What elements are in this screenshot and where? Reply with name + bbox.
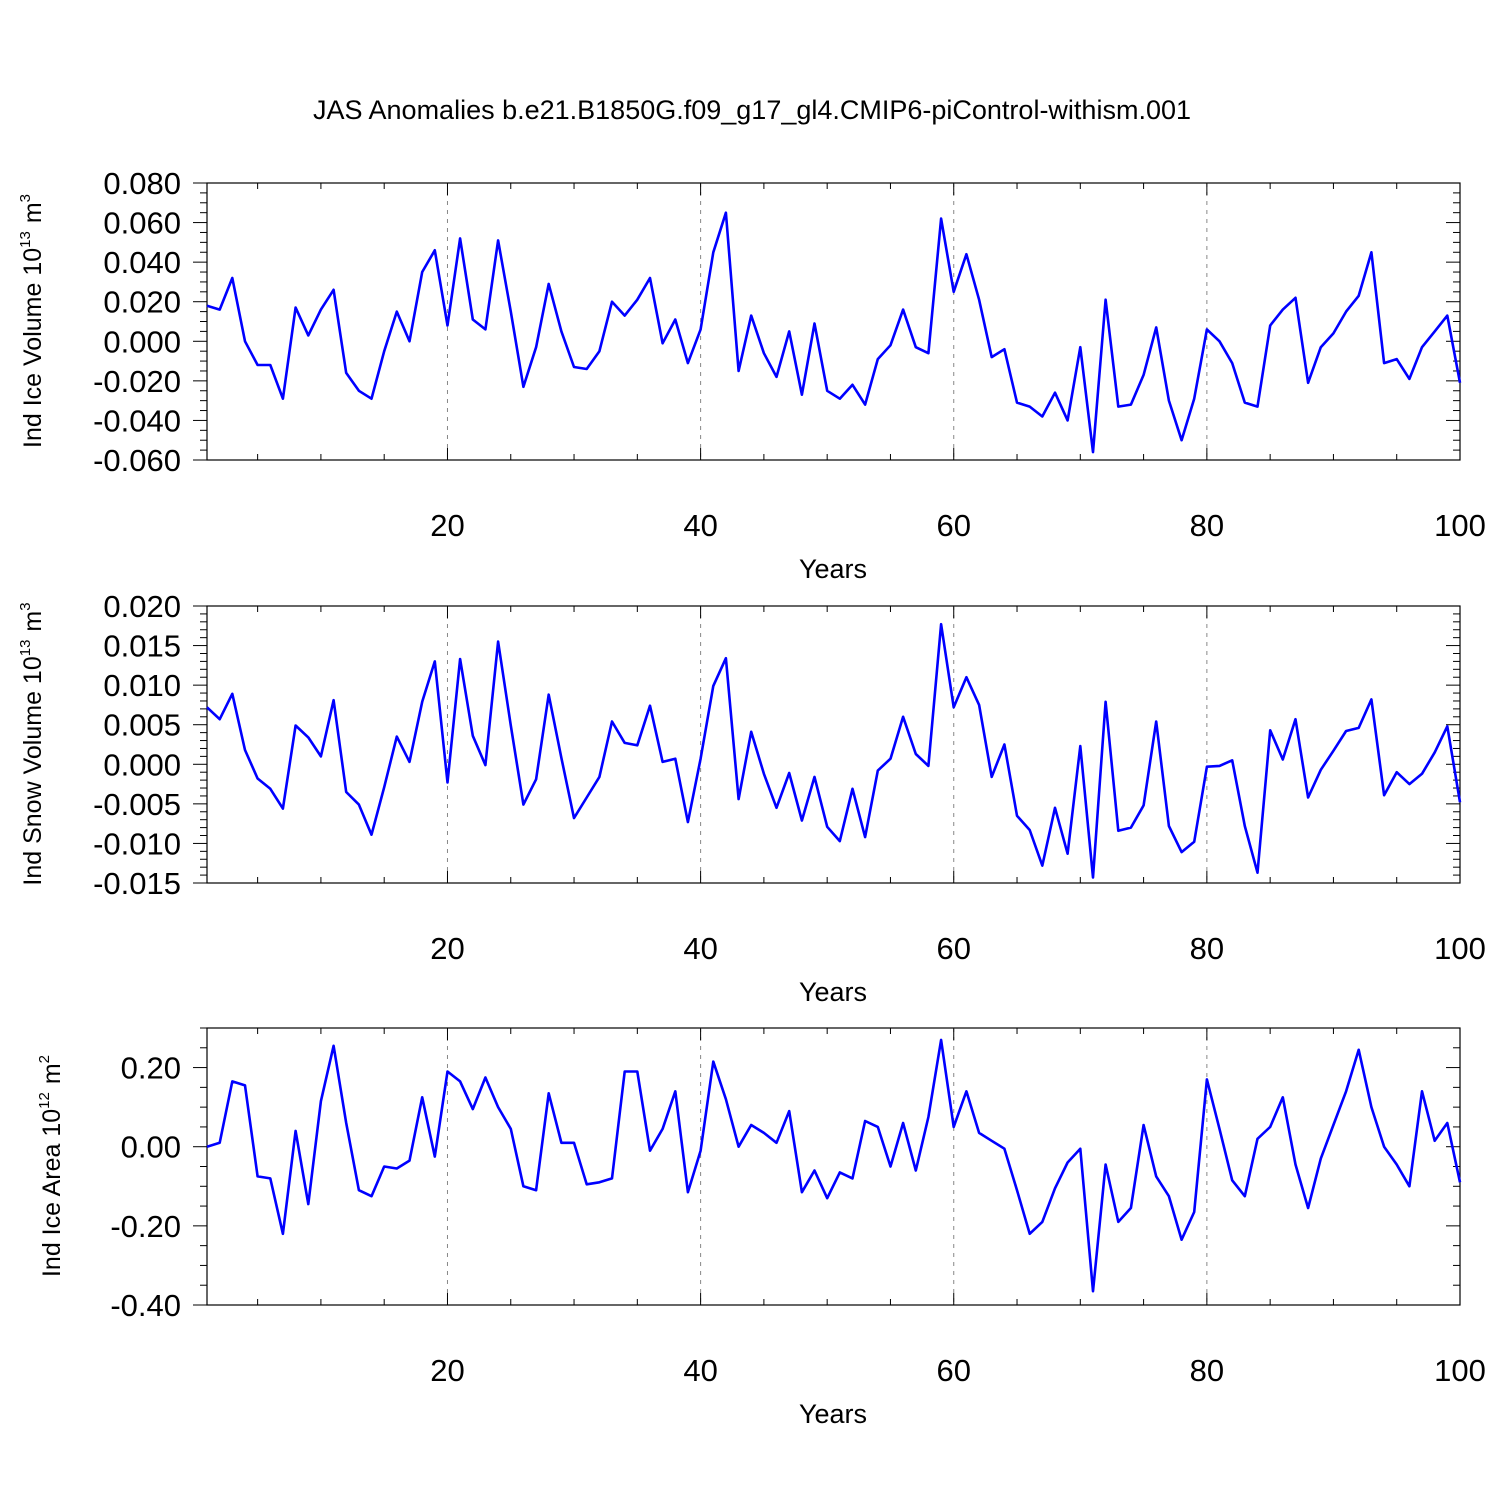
- y-axis-label-exponent: 13: [17, 231, 34, 248]
- x-tick-label: 40: [683, 931, 717, 966]
- y-tick-label: -0.020: [93, 364, 181, 399]
- y-axis-label-unit-exponent: 2: [36, 1055, 53, 1063]
- x-gridlines: [446, 1028, 1208, 1305]
- panel-snow-volume: 20 40 60 80 100 -0.015 -0.010 -0.005 0.000 0.005…: [17, 589, 1486, 1007]
- x-tick-label: 40: [683, 1353, 717, 1388]
- x-axis-label: Years: [799, 977, 867, 1007]
- y-axis-label-unit-exponent: 3: [17, 602, 34, 610]
- y-tick-label: 0.000: [103, 747, 181, 782]
- y-tick-label: -0.005: [93, 787, 181, 822]
- y-tick-label: 0.020: [103, 589, 181, 624]
- x-axis: 20 40 60 80 100: [257, 606, 1486, 966]
- x-tick-label: 80: [1190, 1353, 1224, 1388]
- y-axis-label-exponent: 13: [17, 640, 34, 657]
- chart-title: JAS Anomalies b.e21.B1850G.f09_g17_gl4.C…: [313, 95, 1191, 125]
- x-axis-label: Years: [799, 554, 867, 584]
- series-line: [206, 1038, 1462, 1293]
- y-tick-label: -0.040: [93, 403, 181, 438]
- x-tick-label: 80: [1190, 508, 1224, 543]
- y-axis-label-unit: m: [19, 611, 47, 632]
- x-axis-label: Years: [799, 1399, 867, 1429]
- x-tick-label: 80: [1190, 931, 1224, 966]
- y-tick-label: 0.080: [103, 166, 181, 201]
- y-tick-label: 0.20: [121, 1051, 181, 1086]
- y-axis-label-text: Ind Ice Area 10: [38, 1109, 66, 1277]
- x-gridlines: [446, 183, 1208, 460]
- x-tick-label: 60: [936, 508, 970, 543]
- y-axis: -0.060 -0.040 -0.020 0.000 0.020 0.040 0.060 0.…: [93, 166, 1460, 478]
- y-axis-label: Ind Snow Volume 1013 m3: [17, 602, 47, 885]
- y-tick-label: -0.060: [93, 443, 181, 478]
- x-axis: 20 40 60 80 100: [257, 1028, 1486, 1388]
- x-tick-label: 60: [936, 931, 970, 966]
- plot-frame: [206, 605, 1461, 884]
- y-tick-label: 0.015: [103, 629, 181, 664]
- y-tick-label: -0.20: [110, 1209, 181, 1244]
- panel-ice-area: 20 40 60 80 100 -0.40 -0.20 0.00 0.20 Years Ind…: [36, 1027, 1486, 1429]
- series-line: [206, 622, 1462, 879]
- y-axis-label-unit-exponent: 3: [17, 194, 34, 202]
- series-layer: [206, 1038, 1462, 1293]
- y-tick-label: 0.060: [103, 206, 181, 241]
- y-tick-label: 0.040: [103, 245, 181, 280]
- y-tick-label: 0.010: [103, 668, 181, 703]
- x-tick-label: 100: [1434, 1353, 1486, 1388]
- y-axis-label-text: Ind Snow Volume 10: [19, 656, 47, 885]
- x-tick-label: 20: [430, 1353, 464, 1388]
- y-axis-label-text: Ind Ice Volume 10: [19, 248, 47, 448]
- y-axis-label: Ind Ice Volume 1013 m3: [17, 194, 47, 448]
- y-axis: -0.40 -0.20 0.00 0.20: [110, 1027, 1460, 1323]
- y-tick-label: 0.020: [103, 285, 181, 320]
- x-tick-label: 20: [430, 508, 464, 543]
- series-layer: [206, 622, 1462, 879]
- y-axis-label-unit: m: [19, 202, 47, 223]
- y-tick-label: 0.005: [103, 708, 181, 743]
- x-tick-label: 100: [1434, 508, 1486, 543]
- panel-ice-volume: 20 40 60 80 100 -0.060 -0.040 -0.020 0.000 0.020…: [17, 166, 1486, 584]
- x-tick-label: 60: [936, 1353, 970, 1388]
- x-tick-label: 20: [430, 931, 464, 966]
- x-tick-label: 40: [683, 508, 717, 543]
- y-tick-label: -0.40: [110, 1288, 181, 1323]
- plot-frame: [206, 1027, 1461, 1306]
- y-axis-label-exponent: 12: [36, 1092, 53, 1109]
- y-axis-label: Ind Ice Area 1012 m2: [36, 1055, 66, 1277]
- y-axis-label-unit: m: [38, 1063, 66, 1084]
- x-axis: 20 40 60 80 100: [257, 183, 1486, 543]
- y-tick-label: -0.010: [93, 826, 181, 861]
- y-tick-label: 0.00: [121, 1130, 181, 1165]
- series-layer: [206, 211, 1462, 454]
- x-tick-label: 100: [1434, 931, 1486, 966]
- x-gridlines: [446, 606, 1208, 883]
- y-tick-label: -0.015: [93, 866, 181, 901]
- y-tick-label: 0.000: [103, 324, 181, 359]
- y-axis: -0.015 -0.010 -0.005 0.000 0.005 0.010 0.015 0.…: [93, 589, 1460, 901]
- series-line: [206, 211, 1462, 454]
